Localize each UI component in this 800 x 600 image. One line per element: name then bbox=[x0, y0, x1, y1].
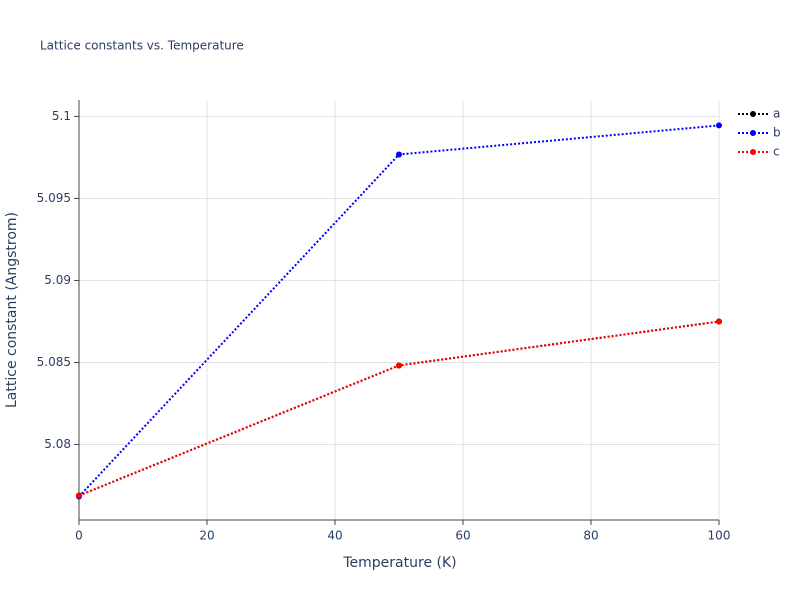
y-tick-label: 5.085 bbox=[37, 355, 71, 369]
y-tick-label: 5.095 bbox=[37, 191, 71, 205]
x-tick-label: 40 bbox=[327, 529, 342, 543]
data-point bbox=[396, 151, 402, 158]
series-line bbox=[78, 124, 720, 498]
legend-label: a bbox=[773, 107, 780, 121]
series-line bbox=[78, 320, 720, 497]
x-tick-label: 0 bbox=[75, 529, 83, 543]
data-point bbox=[716, 122, 722, 129]
x-tick-label: 20 bbox=[199, 529, 214, 543]
y-axis-label: Lattice constant (Angstrom) bbox=[4, 212, 20, 408]
legend-marker bbox=[750, 111, 756, 117]
chart-title: Lattice constants vs. Temperature bbox=[40, 39, 244, 53]
legend-label: b bbox=[773, 126, 781, 140]
data-point bbox=[716, 318, 722, 325]
y-tick-label: 5.1 bbox=[52, 109, 71, 123]
x-tick-label: 60 bbox=[455, 529, 470, 543]
data-point bbox=[396, 362, 402, 369]
x-axis-label: Temperature (K) bbox=[342, 555, 456, 571]
legend-label: c bbox=[773, 145, 780, 159]
series-line bbox=[78, 320, 720, 497]
y-tick-label: 5.09 bbox=[44, 273, 71, 287]
y-tick-label: 5.08 bbox=[44, 437, 71, 451]
data-point bbox=[76, 492, 82, 499]
x-tick-label: 100 bbox=[708, 529, 731, 543]
legend-marker bbox=[750, 149, 756, 155]
legend-marker bbox=[750, 130, 756, 136]
x-tick-label: 80 bbox=[583, 529, 598, 543]
